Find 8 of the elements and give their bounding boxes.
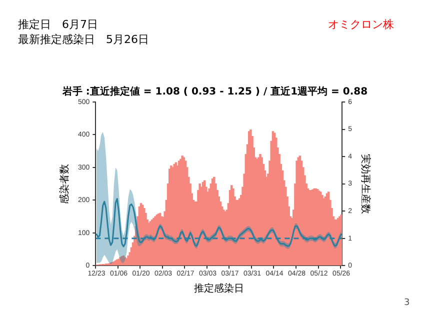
y2-axis-title: 実効再生産数 — [359, 154, 372, 214]
text: 最新推定感染日 5月26日 — [18, 32, 149, 47]
x-axis-title: 推定感染日 — [194, 282, 244, 295]
text: オミクロン株 — [328, 17, 394, 32]
y-axis-title: 感染者数 — [58, 164, 71, 204]
chart-title: 岩手 :直近推定値 = 1.08 ( 0.93 - 1.25 ) / 直近1週平均 = 0.88 — [61, 86, 368, 98]
text: 3 — [404, 298, 410, 308]
text: 推定日 6月7日 — [18, 17, 98, 32]
